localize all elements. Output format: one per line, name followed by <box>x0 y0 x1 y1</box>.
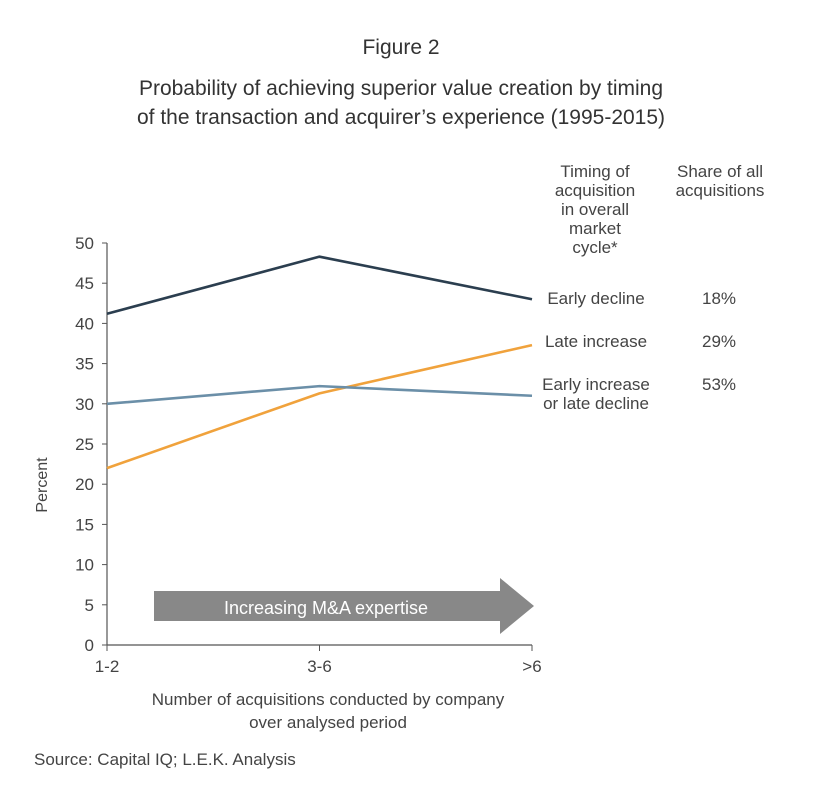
timing-header-line: in overall <box>560 200 630 219</box>
y-tick-label: 30 <box>75 395 94 414</box>
series-label-line: or late decline <box>543 394 649 413</box>
y-tick-label: 15 <box>75 515 94 534</box>
series-label-early-decline: Early decline <box>547 289 645 308</box>
source-note: Source: Capital IQ; L.E.K. Analysis <box>34 750 296 769</box>
series-line-late-increase <box>106 343 533 470</box>
timing-header-line: acquisition <box>554 181 636 200</box>
chart-title-line-2: of the transaction and acquirer’s experi… <box>136 106 666 129</box>
y-tick-label: 5 <box>85 596 94 615</box>
y-tick-label: 35 <box>75 355 94 374</box>
arrow-label: Increasing M&A expertise <box>224 598 428 618</box>
share-column-header: Share of all acquisitions <box>658 162 782 200</box>
y-tick-label: 45 <box>75 274 94 293</box>
chart-axes: 0 5 10 15 20 25 30 35 40 45 50 1-2 3-6 >6 <box>75 234 542 676</box>
chart-title-line-1: Probability of achieving superior value … <box>138 77 664 100</box>
expertise-arrow: Increasing M&A expertise <box>154 578 534 634</box>
series-line-early-increase-or-late-decline <box>106 384 533 406</box>
x-tick-label: 3-6 <box>307 657 332 676</box>
series-line-early-decline <box>106 255 533 316</box>
y-tick-label: 10 <box>75 556 94 575</box>
series-label-line: Early increase <box>542 375 650 394</box>
y-tick-label: 40 <box>75 314 94 333</box>
arrow-shape <box>154 578 534 634</box>
share-header-line: Share of all <box>677 162 763 181</box>
series-label-early-increase-or-late-decline: Early increase or late decline <box>530 375 662 413</box>
y-axis-label: Percent <box>34 457 51 513</box>
x-tick-label: 1-2 <box>95 657 120 676</box>
y-tick-label: 20 <box>75 475 94 494</box>
timing-header-line: market <box>569 219 621 238</box>
figure-label: Figure 2 <box>362 36 440 59</box>
timing-header-line: cycle* <box>572 238 618 257</box>
timing-header-line: Timing of <box>560 162 630 181</box>
chart-title: Probability of achieving superior value … <box>60 74 742 132</box>
share-early-decline: 18% <box>701 289 737 308</box>
series-label-late-increase: Late increase <box>544 332 648 351</box>
share-header-line: acquisitions <box>675 181 765 200</box>
series-lines <box>106 255 533 470</box>
y-tick-label: 0 <box>85 636 94 655</box>
share-late-increase: 29% <box>701 332 737 351</box>
x-axis-label-line-1: Number of acquisitions conducted by comp… <box>152 690 505 709</box>
x-tick-label: >6 <box>522 657 541 676</box>
y-tick-label: 25 <box>75 435 94 454</box>
share-early-increase-or-late-decline: 53% <box>701 375 737 394</box>
y-tick-label: 50 <box>75 234 94 253</box>
x-axis-label-line-2: over analysed period <box>249 713 407 732</box>
timing-column-header: Timing of acquisition in overall market … <box>530 162 660 257</box>
